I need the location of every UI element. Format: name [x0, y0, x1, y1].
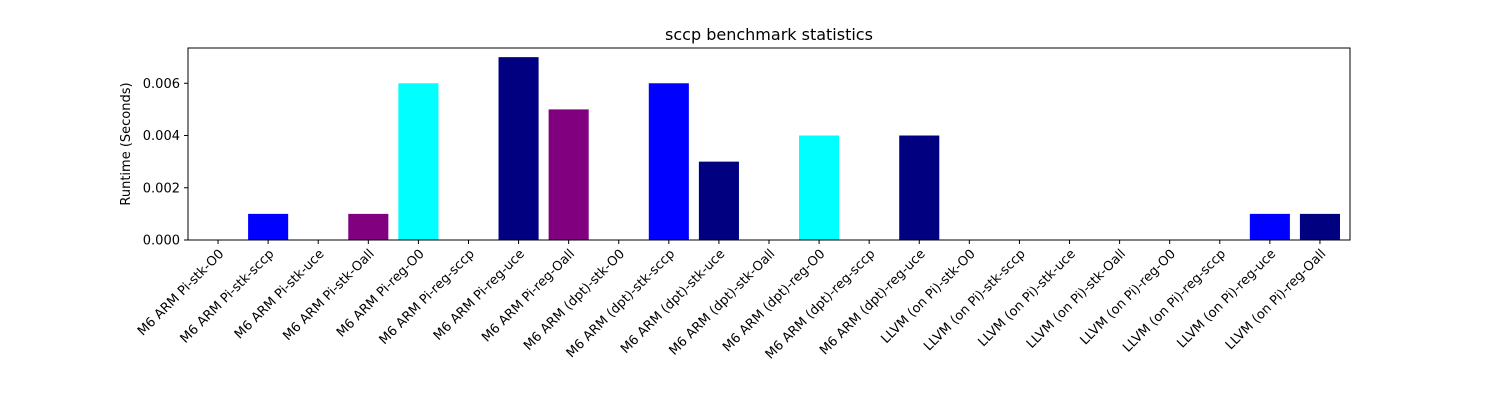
x-tick-label-16: LLVM (on Pi)-stk-sccp	[921, 247, 1029, 355]
y-axis-label: Runtime (Seconds)	[119, 82, 134, 205]
y-tick-label-3: 0.006	[143, 77, 180, 92]
bar-6	[498, 57, 539, 241]
x-tick-label-6: M6 ARM Pi-reg-uce	[431, 247, 528, 344]
bar-1	[248, 213, 289, 240]
x-tick-label-5: M6 ARM Pi-reg-sccp	[377, 247, 478, 348]
y-tick-label-0: 0.000	[143, 234, 180, 249]
chart-title: sccp benchmark statistics	[665, 25, 873, 44]
x-tick-label-21: LLVM (on Pi)-reg-uce	[1175, 247, 1280, 352]
x-tick-label-12: M6 ARM (dpt)-reg-O0	[720, 247, 828, 355]
bar-10	[698, 161, 739, 240]
bar-12	[799, 135, 840, 240]
bar-14	[899, 135, 940, 240]
bars-group	[248, 57, 1340, 241]
x-tick-label-18: LLVM (on Pi)-stk-Oall	[1024, 247, 1129, 352]
y-axis: 0.000 0.002 0.004 0.006	[143, 77, 188, 249]
x-tick-label-1: M6 ARM Pi-stk-sccp	[178, 247, 278, 347]
bar-9	[648, 83, 689, 240]
x-tick-label-2: M6 ARM Pi-stk-uce	[232, 247, 328, 343]
y-tick-label-1: 0.002	[143, 181, 180, 196]
y-tick-label-2: 0.004	[143, 129, 180, 144]
bar-3	[348, 213, 389, 240]
x-tick-label-4: M6 ARM Pi-reg-O0	[334, 247, 428, 341]
bar-21	[1249, 213, 1290, 240]
x-tick-label-7: M6 ARM Pi-reg-Oall	[479, 247, 578, 346]
x-tick-label-15: LLVM (on Pi)-stk-O0	[879, 247, 979, 347]
x-tick-label-0: M6 ARM Pi-stk-O0	[135, 247, 227, 339]
bar-22	[1299, 213, 1340, 240]
bar-4	[398, 83, 439, 240]
x-tick-label-3: M6 ARM Pi-stk-Oall	[280, 247, 377, 344]
x-tick-label-22: LLVM (on Pi)-reg-Oall	[1223, 247, 1329, 353]
x-tick-label-17: LLVM (on Pi)-stk-uce	[976, 247, 1079, 350]
bar-7	[548, 109, 589, 240]
x-tick-label-19: LLVM (on Pi)-reg-O0	[1078, 247, 1179, 348]
plot-frame	[187, 47, 1351, 241]
x-tick-label-8: M6 ARM (dpt)-stk-O0	[521, 247, 628, 354]
